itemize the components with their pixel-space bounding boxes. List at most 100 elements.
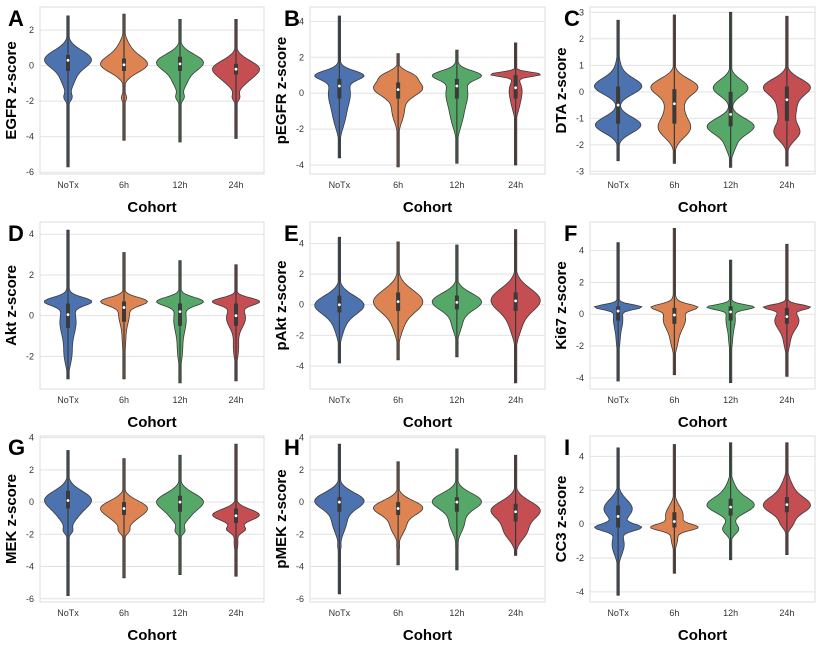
- median-marker-24h: [514, 86, 518, 90]
- iqr-box-NoTx: [616, 306, 621, 321]
- y-tick-label: -4: [296, 160, 304, 170]
- x-tick-label: 6h: [393, 395, 403, 405]
- x-tick-label: 24h: [228, 608, 243, 618]
- x-tick-label: 24h: [779, 180, 794, 190]
- x-axis-label: Cohort: [678, 627, 727, 644]
- iqr-box-12h: [728, 306, 733, 321]
- y-tick-label: -6: [26, 167, 34, 177]
- panel-C: -3 -2 -1 0 1 2 3 NoTx 6h 12h 24h Cohort DTA z-score C: [553, 6, 816, 216]
- median-marker-12h: [178, 500, 182, 504]
- y-tick-label: 0: [299, 300, 304, 310]
- panel-letter: B: [284, 6, 300, 31]
- y-tick-label: -2: [296, 529, 304, 539]
- y-axis-label: Ki67 z-score: [553, 261, 570, 349]
- y-tick-label: -4: [576, 587, 584, 597]
- y-tick-label: -4: [576, 373, 584, 383]
- panel-letter: H: [284, 435, 300, 460]
- y-tick-label: 2: [299, 269, 304, 279]
- x-tick-label: 12h: [172, 180, 187, 190]
- y-tick-label: -2: [296, 124, 304, 134]
- x-tick-label: NoTx: [329, 608, 351, 618]
- median-marker-NoTx: [337, 303, 341, 307]
- y-tick-label: -2: [576, 553, 584, 563]
- median-marker-24h: [514, 510, 518, 514]
- median-marker-24h: [785, 98, 789, 102]
- y-axis-label: pAkt z-score: [273, 260, 290, 350]
- x-tick-label: 24h: [779, 608, 794, 618]
- panel-D: -2 0 2 4 NoTx 6h 12h 24h Cohort Akt z-score D: [3, 221, 265, 431]
- y-tick-label: 0: [579, 309, 584, 319]
- iqr-box-12h: [178, 495, 182, 512]
- median-marker-12h: [178, 310, 182, 314]
- x-tick-label: 24h: [508, 180, 523, 190]
- iqr-box-6h: [672, 512, 677, 528]
- x-tick-label: NoTx: [607, 180, 629, 190]
- x-axis-label: Cohort: [403, 627, 452, 644]
- y-tick-label: -4: [296, 361, 304, 371]
- y-tick-label: -1: [576, 113, 584, 123]
- y-tick-label: 1: [579, 60, 584, 70]
- y-tick-label: 0: [29, 311, 34, 321]
- x-tick-label: 24h: [228, 180, 243, 190]
- median-marker-12h: [729, 310, 733, 314]
- y-tick-label: 0: [579, 87, 584, 97]
- x-axis-label: Cohort: [127, 414, 176, 431]
- panel-letter: G: [8, 435, 25, 460]
- panel-F: -4 -2 0 2 4 NoTx 6h 12h 24h Cohort Ki67 z-score F: [553, 221, 816, 431]
- iqr-box-12h: [454, 497, 459, 512]
- y-axis-label: EGFR z-score: [3, 41, 20, 139]
- x-tick-label: NoTx: [57, 395, 79, 405]
- y-tick-label: 3: [579, 7, 584, 17]
- y-tick-label: 4: [29, 433, 34, 443]
- y-tick-label: 4: [579, 451, 584, 461]
- x-axis-label: Cohort: [678, 199, 727, 216]
- x-axis-label: Cohort: [678, 414, 727, 431]
- y-tick-label: -3: [576, 166, 584, 176]
- y-tick-label: -2: [576, 140, 584, 150]
- panel-letter: I: [564, 435, 570, 460]
- y-tick-label: 2: [29, 465, 34, 475]
- y-tick-label: -2: [296, 330, 304, 340]
- x-tick-label: 6h: [393, 608, 403, 618]
- iqr-box-24h: [784, 86, 789, 121]
- panel-letter: E: [284, 221, 299, 246]
- y-tick-label: 0: [299, 88, 304, 98]
- x-tick-label: 24h: [779, 395, 794, 405]
- median-marker-NoTx: [616, 309, 620, 313]
- x-tick-label: 12h: [172, 608, 187, 618]
- x-tick-label: NoTx: [607, 395, 629, 405]
- y-tick-label: 0: [299, 497, 304, 507]
- x-axis-label: Cohort: [403, 199, 452, 216]
- x-tick-label: 6h: [669, 395, 679, 405]
- y-tick-label: 0: [29, 497, 34, 507]
- panel-B: -4 -2 0 2 4 NoTx 6h 12h 24h Cohort pEGFR z-score B: [273, 6, 546, 216]
- y-tick-label: 2: [299, 52, 304, 62]
- median-marker-6h: [672, 520, 676, 523]
- x-tick-label: 12h: [449, 395, 464, 405]
- x-tick-label: 6h: [669, 180, 679, 190]
- iqr-box-12h: [178, 303, 182, 326]
- panel-G: -6 -4 -2 0 2 4 NoTx 6h 12h 24h Cohort MEK z-score G: [3, 433, 265, 644]
- y-axis-label: Akt z-score: [3, 265, 20, 346]
- x-tick-label: 6h: [119, 395, 129, 405]
- y-tick-label: -4: [26, 132, 34, 142]
- median-marker-NoTx: [616, 103, 620, 107]
- median-marker-24h: [234, 514, 238, 518]
- iqr-box-12h: [728, 91, 733, 127]
- y-tick-label: -4: [26, 562, 34, 572]
- x-tick-label: 24h: [228, 395, 243, 405]
- x-tick-label: 6h: [393, 180, 403, 190]
- median-marker-12h: [455, 84, 459, 88]
- y-tick-label: 4: [299, 16, 304, 26]
- median-marker-12h: [729, 112, 733, 116]
- median-marker-NoTx: [337, 500, 341, 504]
- y-axis-label: pMEK z-score: [273, 469, 290, 568]
- y-tick-label: 2: [29, 25, 34, 35]
- median-marker-12h: [455, 301, 459, 304]
- median-marker-24h: [514, 299, 518, 303]
- median-marker-12h: [178, 62, 182, 66]
- y-tick-label: -6: [26, 594, 34, 604]
- y-tick-label: 4: [29, 229, 34, 239]
- y-axis-label: DTA z-score: [553, 48, 570, 134]
